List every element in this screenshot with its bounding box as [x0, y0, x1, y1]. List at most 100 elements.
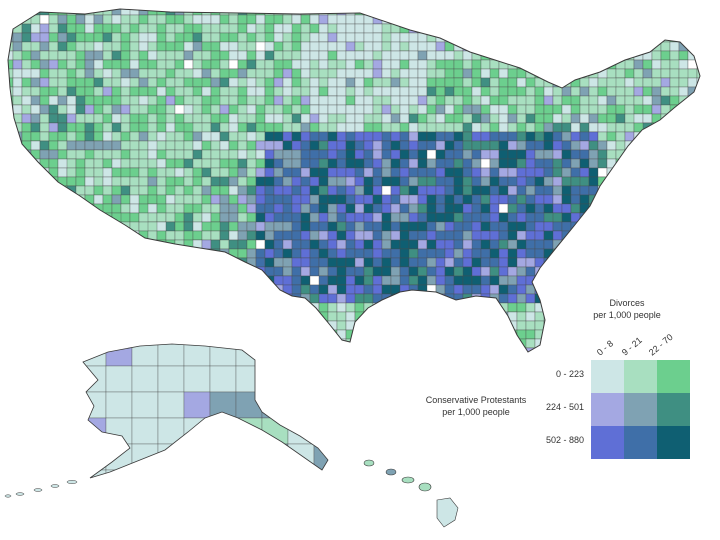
county-cell	[588, 338, 599, 349]
county-cell	[291, 320, 302, 331]
county-cell	[579, 248, 590, 259]
county-cell	[255, 176, 266, 187]
county-cell	[579, 50, 590, 61]
county-cell	[93, 221, 104, 232]
county-cell	[525, 95, 536, 106]
county-cell	[390, 68, 401, 79]
borough-cell	[235, 365, 263, 393]
county-cell	[120, 41, 131, 52]
county-cell	[498, 41, 518, 52]
county-cell	[507, 266, 518, 277]
county-cell	[129, 185, 140, 196]
county-cell	[273, 194, 284, 205]
county-cell	[309, 284, 320, 295]
county-cell	[372, 257, 383, 268]
county-cell	[12, 284, 23, 295]
county-cell	[390, 158, 401, 169]
county-cell	[696, 284, 700, 295]
county-cell	[8, 347, 23, 352]
county-cell	[291, 68, 302, 79]
county-cell	[264, 302, 284, 313]
county-cell	[174, 86, 185, 97]
county-cell	[165, 68, 176, 79]
county-cell	[66, 329, 77, 340]
county-cell	[633, 266, 644, 277]
county-cell	[84, 221, 95, 232]
county-cell	[651, 131, 662, 142]
county-cell	[345, 149, 356, 160]
county-cell	[516, 230, 527, 241]
county-cell	[633, 320, 653, 331]
county-cell	[111, 266, 122, 277]
county-cell	[408, 257, 419, 268]
county-cell	[174, 257, 185, 268]
county-cell	[552, 293, 563, 304]
county-cell	[39, 77, 50, 88]
county-cell	[660, 275, 671, 286]
county-cell	[93, 320, 104, 331]
county-cell	[138, 149, 149, 160]
county-cell	[273, 176, 284, 187]
county-cell	[246, 23, 257, 34]
county-cell	[120, 158, 131, 169]
county-cell	[93, 302, 104, 313]
county-cell	[174, 194, 185, 205]
county-cell	[93, 266, 104, 277]
county-cell	[489, 329, 500, 340]
county-cell	[327, 86, 338, 97]
county-cell	[687, 185, 698, 196]
county-cell	[138, 185, 149, 196]
county-cell	[336, 41, 347, 52]
county-cell	[687, 293, 698, 304]
county-cell	[696, 347, 700, 352]
county-cell	[471, 131, 482, 142]
county-cell	[696, 14, 700, 25]
county-cell	[516, 185, 527, 196]
county-cell	[165, 113, 176, 124]
county-cell	[57, 32, 68, 43]
county-cell	[408, 140, 419, 151]
county-cell	[453, 176, 464, 187]
county-cell	[345, 176, 356, 187]
county-cell	[687, 230, 698, 241]
county-cell	[453, 23, 464, 34]
county-cell	[246, 302, 257, 313]
borough-cell	[131, 469, 159, 478]
county-cell	[651, 167, 662, 178]
county-cell	[597, 14, 608, 25]
county-cell	[444, 9, 455, 16]
county-cell	[48, 167, 59, 178]
county-cell	[156, 248, 176, 259]
county-cell	[354, 122, 365, 133]
county-cell	[390, 104, 401, 115]
county-cell	[219, 212, 230, 223]
county-cell	[66, 194, 77, 205]
county-cell	[75, 338, 86, 349]
county-cell	[408, 185, 419, 196]
county-cell	[570, 59, 581, 70]
county-cell	[237, 14, 248, 25]
county-cell	[498, 50, 509, 61]
county-cell	[615, 275, 626, 286]
county-cell	[120, 311, 131, 322]
county-cell	[642, 167, 653, 178]
county-cell	[210, 113, 221, 124]
county-cell	[12, 311, 32, 322]
county-cell	[570, 338, 581, 349]
county-cell	[57, 329, 68, 340]
county-cell	[372, 158, 383, 169]
county-cell	[93, 158, 104, 169]
county-cell	[462, 275, 473, 286]
county-cell	[264, 284, 275, 295]
county-cell	[228, 239, 239, 250]
borough-cell	[261, 344, 289, 367]
county-cell	[327, 203, 338, 214]
county-cell	[453, 86, 464, 97]
county-cell	[255, 203, 266, 214]
county-cell	[399, 230, 410, 241]
county-cell	[552, 68, 572, 79]
county-cell	[390, 347, 401, 352]
county-cell	[480, 347, 500, 352]
county-cell	[228, 311, 248, 322]
county-cell	[507, 140, 518, 151]
